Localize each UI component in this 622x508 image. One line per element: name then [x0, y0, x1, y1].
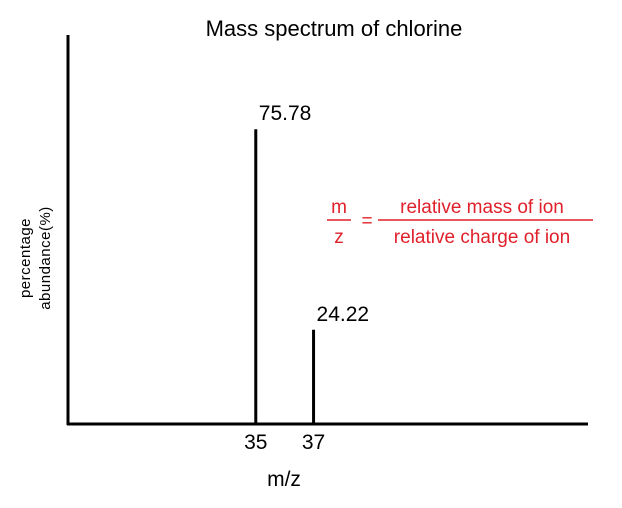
formula-denominator-charge: relative charge of ion — [394, 227, 570, 248]
y-axis-label-line1: percentage — [17, 218, 34, 298]
formula-numerator-mass: relative mass of ion — [400, 197, 564, 218]
x-tick-label-35: 35 — [244, 431, 267, 454]
x-axis-label: m/z — [267, 468, 301, 491]
chart-title: Mass spectrum of chlorine — [206, 16, 463, 41]
y-axis-label-line2: abundance(%) — [37, 206, 54, 310]
peak-value-label-37: 24.22 — [317, 303, 370, 326]
formula-equals: = — [361, 211, 372, 232]
peak-value-label-35: 75.78 — [259, 102, 312, 125]
mz-formula-annotation: m z = relative mass of ion relative char… — [327, 197, 593, 248]
bar-series: 75.78 35 24.22 37 — [244, 102, 369, 454]
formula-denominator-z: z — [334, 227, 344, 248]
x-tick-label-37: 37 — [302, 431, 325, 454]
formula-numerator-m: m — [331, 197, 347, 218]
